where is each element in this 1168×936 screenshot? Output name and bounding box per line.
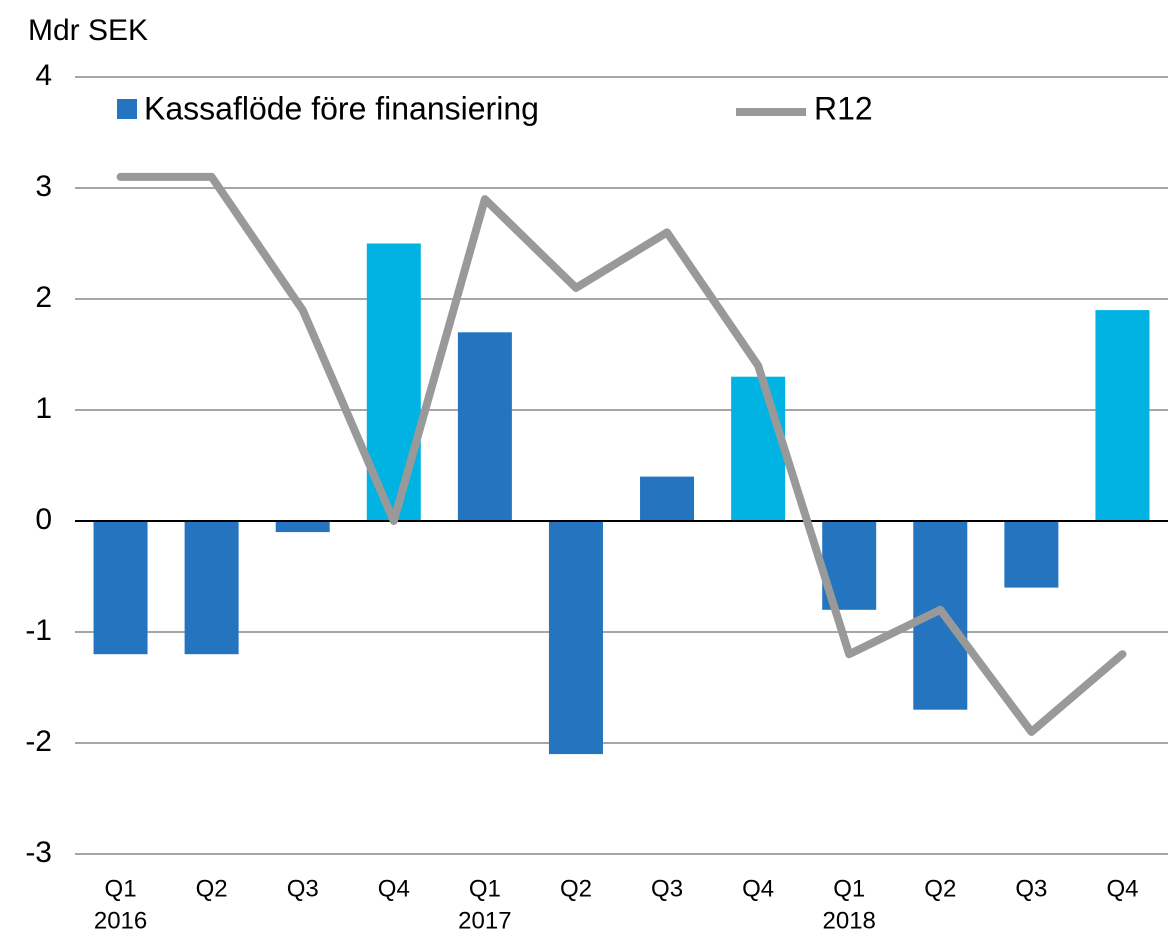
bar bbox=[640, 476, 695, 521]
y-tick-label: 0 bbox=[35, 503, 52, 536]
legend-label: Kassaflöde före finansiering bbox=[144, 90, 539, 126]
y-tick-label: -2 bbox=[25, 725, 52, 758]
bar bbox=[457, 332, 512, 521]
x-tick-label: Q1 bbox=[105, 875, 137, 902]
bar bbox=[731, 376, 786, 521]
x-tick-label: Q1 bbox=[833, 875, 865, 902]
bar bbox=[275, 521, 330, 533]
bar bbox=[1004, 521, 1059, 588]
y-tick-label: 1 bbox=[35, 392, 52, 425]
bar bbox=[1095, 310, 1150, 521]
x-tick-label: Q4 bbox=[378, 875, 410, 902]
y-tick-label: 4 bbox=[35, 59, 52, 92]
x-tick-label: Q2 bbox=[560, 875, 592, 902]
x-year-label: 2018 bbox=[823, 907, 876, 934]
bar bbox=[184, 521, 239, 655]
x-tick-label: Q1 bbox=[469, 875, 501, 902]
x-tick-label: Q4 bbox=[1106, 875, 1138, 902]
y-axis-label: Mdr SEK bbox=[28, 14, 148, 47]
x-year-label: 2017 bbox=[458, 907, 511, 934]
x-tick-label: Q2 bbox=[196, 875, 228, 902]
x-tick-label: Q4 bbox=[742, 875, 774, 902]
legend-label: R12 bbox=[814, 90, 873, 126]
y-tick-label: 2 bbox=[35, 281, 52, 314]
x-year-label: 2016 bbox=[94, 907, 147, 934]
bar bbox=[548, 521, 603, 755]
legend-swatch bbox=[117, 99, 137, 119]
line bbox=[116, 172, 1127, 736]
y-tick-label: 3 bbox=[35, 170, 52, 203]
bar bbox=[93, 521, 148, 655]
x-tick-label: Q2 bbox=[924, 875, 956, 902]
y-tick-label: -1 bbox=[25, 614, 52, 647]
x-tick-label: Q3 bbox=[651, 875, 683, 902]
x-tick-label: Q3 bbox=[287, 875, 319, 902]
x-tick-label: Q3 bbox=[1015, 875, 1047, 902]
y-tick-label: -3 bbox=[25, 836, 52, 869]
